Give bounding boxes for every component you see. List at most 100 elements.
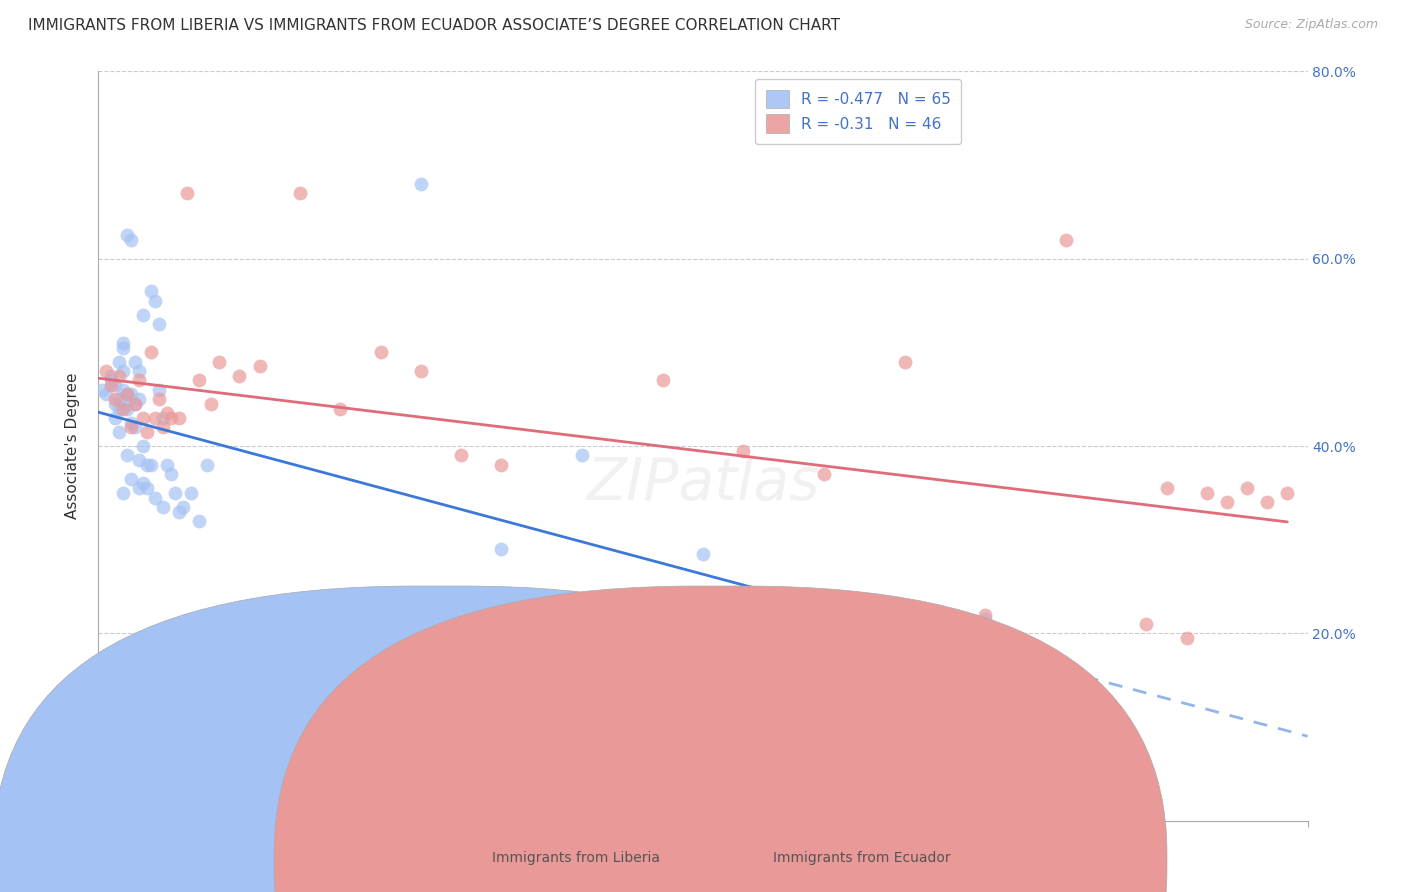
Point xyxy=(450,449,472,463)
Point xyxy=(120,420,142,434)
Text: Immigrants from Ecuador: Immigrants from Ecuador xyxy=(773,851,950,865)
Point xyxy=(107,392,129,407)
Point xyxy=(111,401,134,416)
Point xyxy=(200,397,222,411)
Point xyxy=(115,397,138,411)
Point xyxy=(107,401,129,416)
Point xyxy=(148,383,170,397)
Point xyxy=(103,397,125,411)
Legend: R = -0.477   N = 65, R = -0.31   N = 46: R = -0.477 N = 65, R = -0.31 N = 46 xyxy=(755,79,962,144)
Point xyxy=(491,542,513,557)
Point xyxy=(1175,631,1198,645)
Point xyxy=(124,420,146,434)
Point xyxy=(128,392,150,407)
Point xyxy=(409,177,432,191)
Point xyxy=(329,668,352,682)
Point xyxy=(107,355,129,369)
Point xyxy=(651,374,673,388)
Point xyxy=(208,626,231,640)
Point xyxy=(974,607,997,622)
Point xyxy=(128,364,150,378)
Point xyxy=(172,500,194,514)
Point xyxy=(974,612,997,626)
Point xyxy=(156,458,179,472)
Point xyxy=(893,355,915,369)
Point xyxy=(111,341,134,355)
Text: Immigrants from Liberia: Immigrants from Liberia xyxy=(492,851,659,865)
Point xyxy=(96,387,118,401)
Point xyxy=(139,285,162,299)
Point xyxy=(139,345,162,359)
Point xyxy=(733,443,755,458)
Point xyxy=(128,453,150,467)
Point xyxy=(100,368,122,383)
Point xyxy=(160,467,183,482)
Point xyxy=(91,383,114,397)
Point xyxy=(128,374,150,388)
Y-axis label: Associate's Degree: Associate's Degree xyxy=(65,373,80,519)
Point xyxy=(96,364,118,378)
Point xyxy=(124,397,146,411)
Text: ZIPatlas: ZIPatlas xyxy=(586,455,820,512)
Point xyxy=(124,355,146,369)
Point xyxy=(409,364,432,378)
Point xyxy=(152,420,174,434)
Point xyxy=(288,607,311,622)
Point xyxy=(120,472,142,486)
Point xyxy=(288,186,311,201)
Point xyxy=(180,486,202,500)
Point xyxy=(813,467,835,482)
Point xyxy=(135,481,157,495)
Point xyxy=(111,336,134,351)
Point xyxy=(111,486,134,500)
Point xyxy=(249,622,271,636)
Point xyxy=(793,612,815,626)
Point xyxy=(1216,495,1239,509)
Point xyxy=(188,374,211,388)
Point xyxy=(148,392,170,407)
Point xyxy=(132,411,155,425)
Point xyxy=(692,626,714,640)
Point xyxy=(115,449,138,463)
Point xyxy=(132,439,155,453)
Point xyxy=(143,293,166,308)
Point xyxy=(208,355,231,369)
Point xyxy=(1135,617,1157,632)
Point xyxy=(228,631,250,645)
Text: Source: ZipAtlas.com: Source: ZipAtlas.com xyxy=(1244,18,1378,31)
Point xyxy=(124,397,146,411)
Point xyxy=(143,491,166,505)
Point xyxy=(163,486,186,500)
Point xyxy=(100,374,122,388)
Point xyxy=(152,411,174,425)
Point xyxy=(132,476,155,491)
Point xyxy=(571,607,593,622)
Point xyxy=(160,411,183,425)
Point xyxy=(370,345,392,359)
Point xyxy=(111,364,134,378)
Point xyxy=(571,449,593,463)
Point xyxy=(103,378,125,392)
Point xyxy=(195,458,218,472)
Point xyxy=(1195,486,1218,500)
Point xyxy=(115,387,138,401)
Point xyxy=(893,612,915,626)
Point xyxy=(103,411,125,425)
Point xyxy=(329,401,352,416)
Point xyxy=(111,383,134,397)
Point xyxy=(176,186,198,201)
Text: IMMIGRANTS FROM LIBERIA VS IMMIGRANTS FROM ECUADOR ASSOCIATE’S DEGREE CORRELATIO: IMMIGRANTS FROM LIBERIA VS IMMIGRANTS FR… xyxy=(28,18,841,33)
Point xyxy=(120,233,142,247)
Point xyxy=(143,411,166,425)
Point xyxy=(692,547,714,561)
Point xyxy=(1054,233,1077,247)
Point xyxy=(107,425,129,439)
Point xyxy=(1156,481,1178,495)
Point xyxy=(167,411,190,425)
Point xyxy=(156,406,179,420)
Point xyxy=(249,359,271,374)
Point xyxy=(1277,486,1299,500)
Point xyxy=(115,387,138,401)
Point xyxy=(139,458,162,472)
Point xyxy=(132,308,155,322)
